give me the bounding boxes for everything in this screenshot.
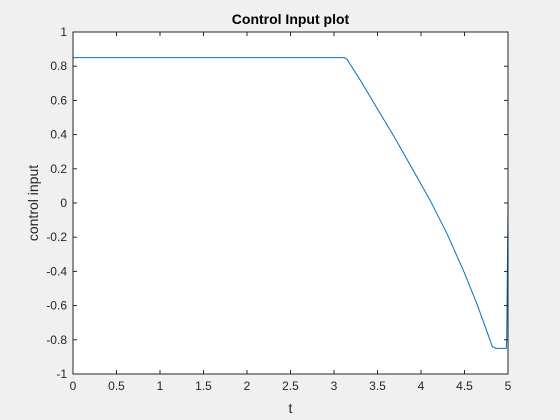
- y-tick-label: -0.4: [46, 264, 67, 278]
- x-tick-label: 4.5: [456, 379, 473, 393]
- y-tick-label: 0.2: [50, 162, 67, 176]
- y-tick-label: 0.4: [50, 128, 67, 142]
- y-tick-label: -0.6: [46, 299, 67, 313]
- x-tick-label: 5: [505, 379, 512, 393]
- axes-box: [72, 31, 509, 375]
- y-tick-label: 0.6: [50, 93, 67, 107]
- series-line: [73, 57, 509, 349]
- x-tick-label: 1.5: [195, 379, 212, 393]
- y-tick-label: 0.8: [50, 59, 67, 73]
- x-tick-label: 0: [70, 379, 77, 393]
- x-tick-label: 2.5: [282, 379, 299, 393]
- chart-title: Control Input plot: [232, 11, 350, 27]
- plot-area: [73, 32, 508, 374]
- x-tick-label: 3: [331, 379, 338, 393]
- y-axis-label: control input: [25, 165, 41, 241]
- x-axis-label: t: [289, 400, 293, 416]
- x-tick-label: 1: [157, 379, 164, 393]
- y-tick-label: 0: [60, 196, 67, 210]
- x-tick-label: 2: [244, 379, 251, 393]
- x-tick-label: 0.5: [108, 379, 125, 393]
- y-tick-label: 1: [60, 25, 67, 39]
- x-tick-label: 4: [418, 379, 425, 393]
- y-tick-label: -0.2: [46, 230, 67, 244]
- x-tick-label: 3.5: [369, 379, 386, 393]
- y-tick-label: -1: [56, 367, 67, 381]
- y-tick-label: -0.8: [46, 333, 67, 347]
